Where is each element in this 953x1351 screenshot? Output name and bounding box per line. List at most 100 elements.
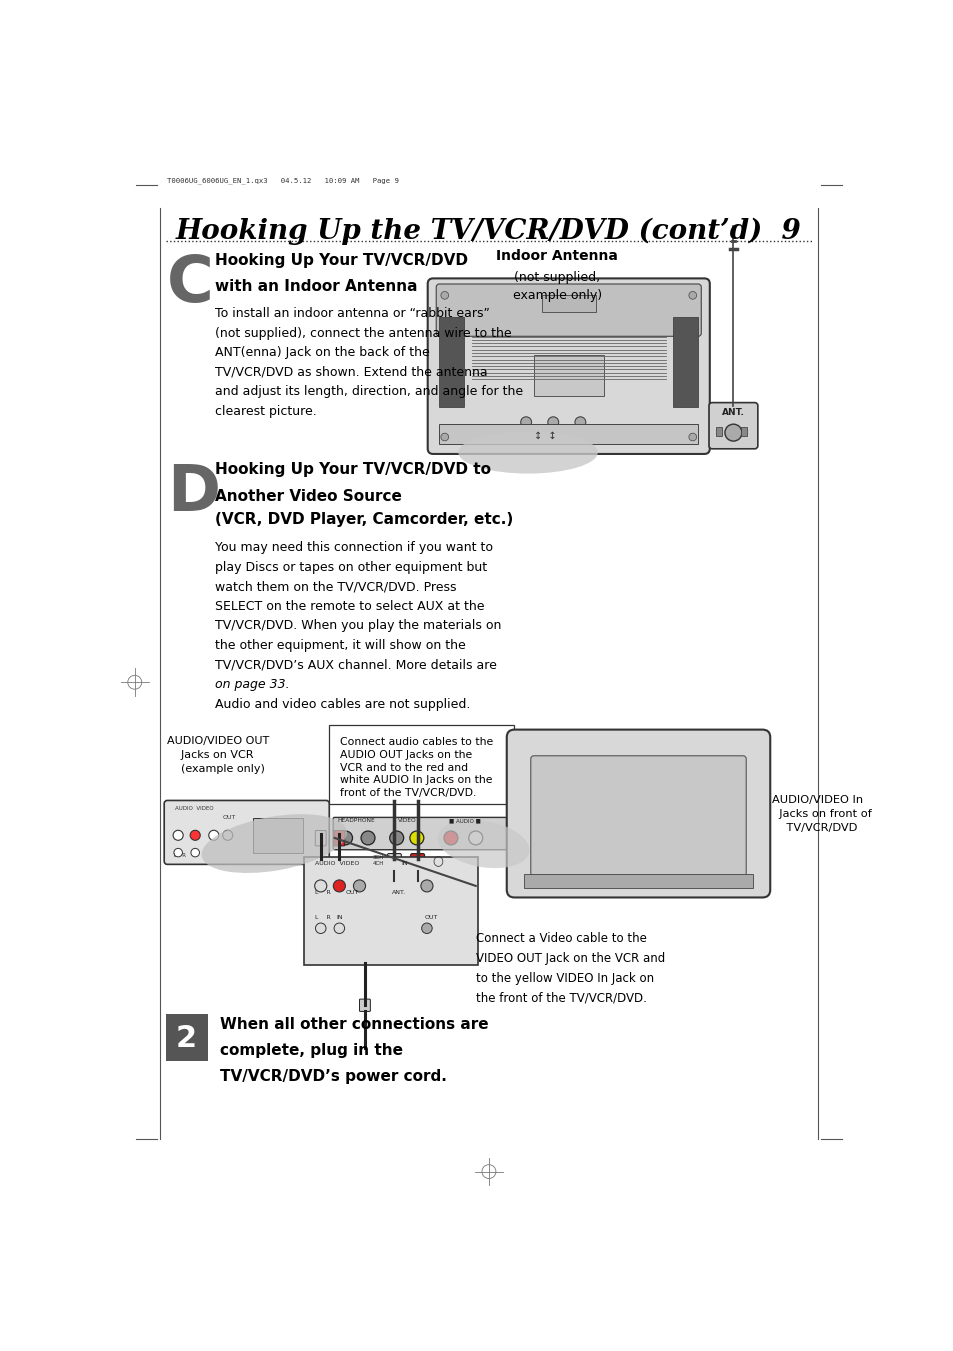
Text: example only): example only) — [512, 289, 601, 303]
Text: SELECT on the remote to select AUX at the: SELECT on the remote to select AUX at th… — [215, 600, 484, 613]
Text: To install an indoor antenna or “rabbit ears”: To install an indoor antenna or “rabbit … — [215, 307, 490, 320]
Text: Connect a Video cable to the: Connect a Video cable to the — [476, 932, 646, 946]
Text: Audio and video cables are not supplied.: Audio and video cables are not supplied. — [215, 698, 470, 711]
Text: ANT(enna) Jack on the back of the: ANT(enna) Jack on the back of the — [215, 346, 430, 359]
Circle shape — [209, 831, 218, 840]
Text: OUT: OUT — [424, 915, 437, 920]
Text: VIDEO: VIDEO — [397, 817, 416, 823]
FancyBboxPatch shape — [166, 1013, 208, 1062]
Text: IN: IN — [335, 915, 342, 920]
FancyBboxPatch shape — [410, 854, 424, 871]
Text: D: D — [167, 462, 220, 524]
FancyBboxPatch shape — [436, 284, 700, 336]
Text: IN: IN — [401, 861, 408, 866]
Text: TV/VCR/DVD. When you play the materials on: TV/VCR/DVD. When you play the materials … — [215, 620, 501, 632]
Ellipse shape — [457, 431, 598, 474]
Text: TV/VCR/DVD’s power cord.: TV/VCR/DVD’s power cord. — [220, 1069, 446, 1085]
Ellipse shape — [201, 815, 347, 873]
Circle shape — [222, 831, 233, 840]
Text: (not supplied), connect the antenna wire to the: (not supplied), connect the antenna wire… — [215, 327, 512, 339]
Text: AUDIO  VIDEO: AUDIO VIDEO — [174, 805, 213, 811]
Text: TV/VCR/DVD’s AUX channel. More details are: TV/VCR/DVD’s AUX channel. More details a… — [215, 659, 497, 671]
Text: When all other connections are: When all other connections are — [220, 1017, 488, 1032]
Text: L   R: L R — [174, 852, 186, 858]
Text: L    R: L R — [314, 889, 330, 894]
Bar — [253, 817, 303, 852]
Text: Hooking Up the TV/VCR/DVD (cont’d)  9: Hooking Up the TV/VCR/DVD (cont’d) 9 — [176, 218, 801, 245]
Bar — [673, 316, 698, 408]
FancyBboxPatch shape — [333, 817, 506, 850]
Text: clearest picture.: clearest picture. — [215, 405, 316, 417]
Circle shape — [547, 417, 558, 427]
Text: ■ AUDIO ■: ■ AUDIO ■ — [449, 817, 480, 823]
Circle shape — [315, 923, 326, 934]
Text: VCR and to the red and: VCR and to the red and — [340, 763, 468, 773]
Text: Hooking Up Your TV/VCR/DVD to: Hooking Up Your TV/VCR/DVD to — [215, 462, 491, 477]
Circle shape — [440, 434, 448, 440]
Text: Another Video Source: Another Video Source — [215, 489, 402, 504]
Circle shape — [421, 923, 432, 934]
Text: on page 33.: on page 33. — [215, 678, 290, 692]
Text: white AUDIO In Jacks on the: white AUDIO In Jacks on the — [340, 775, 492, 785]
Text: OUT: OUT — [223, 815, 236, 820]
Circle shape — [390, 831, 403, 844]
Text: AUDIO OUT Jacks on the: AUDIO OUT Jacks on the — [340, 750, 472, 761]
Text: front of the TV/VCR/DVD.: front of the TV/VCR/DVD. — [340, 788, 476, 798]
Text: AUDIO/VIDEO In
  Jacks on front of
    TV/VCR/DVD: AUDIO/VIDEO In Jacks on front of TV/VCR/… — [771, 794, 871, 832]
Text: play Discs or tapes on other equipment but: play Discs or tapes on other equipment b… — [215, 561, 487, 574]
FancyBboxPatch shape — [506, 730, 769, 897]
Text: HEADPHONE: HEADPHONE — [337, 817, 375, 823]
Circle shape — [468, 831, 482, 844]
Circle shape — [334, 923, 344, 934]
Text: TV/VCR/DVD as shown. Extend the antenna: TV/VCR/DVD as shown. Extend the antenna — [215, 366, 488, 378]
FancyBboxPatch shape — [334, 831, 344, 846]
Bar — [439, 424, 698, 444]
Circle shape — [410, 831, 423, 844]
Circle shape — [520, 417, 531, 427]
Circle shape — [443, 831, 457, 844]
Text: You may need this connection if you want to: You may need this connection if you want… — [215, 540, 493, 554]
Bar — [439, 316, 464, 408]
FancyBboxPatch shape — [315, 831, 326, 846]
Text: ANT.: ANT. — [721, 408, 744, 417]
FancyBboxPatch shape — [427, 278, 709, 454]
Circle shape — [172, 831, 183, 840]
Circle shape — [575, 417, 585, 427]
Circle shape — [173, 848, 182, 857]
Circle shape — [190, 831, 200, 840]
FancyBboxPatch shape — [304, 857, 477, 965]
Circle shape — [353, 880, 365, 892]
Text: 2: 2 — [176, 1024, 197, 1052]
FancyBboxPatch shape — [359, 1000, 370, 1012]
Text: (VCR, DVD Player, Camcorder, etc.): (VCR, DVD Player, Camcorder, etc.) — [215, 512, 513, 527]
FancyBboxPatch shape — [530, 755, 745, 875]
Bar — [541, 295, 596, 312]
Circle shape — [191, 848, 199, 857]
Text: watch them on the TV/VCR/DVD. Press: watch them on the TV/VCR/DVD. Press — [215, 580, 456, 593]
Text: ○: ○ — [432, 855, 443, 869]
Text: C: C — [167, 253, 214, 315]
Text: L    R: L R — [314, 915, 330, 920]
Text: AUDIO  VIDEO: AUDIO VIDEO — [314, 861, 358, 866]
Text: complete, plug in the: complete, plug in the — [220, 1043, 402, 1058]
Text: ANT.: ANT. — [392, 889, 406, 894]
Circle shape — [360, 831, 375, 844]
Text: Connect audio cables to the: Connect audio cables to the — [340, 738, 493, 747]
Text: 3CH
4CH: 3CH 4CH — [373, 855, 384, 866]
Bar — [523, 874, 753, 888]
FancyBboxPatch shape — [164, 800, 329, 865]
Text: AUDIO/VIDEO OUT
    Jacks on VCR
    (example only): AUDIO/VIDEO OUT Jacks on VCR (example on… — [167, 736, 270, 774]
Text: Indoor Antenna: Indoor Antenna — [496, 249, 618, 263]
Circle shape — [724, 424, 741, 442]
FancyBboxPatch shape — [329, 725, 513, 804]
Text: Hooking Up Your TV/VCR/DVD: Hooking Up Your TV/VCR/DVD — [215, 253, 468, 267]
Circle shape — [440, 292, 448, 299]
Text: and adjust its length, direction, and angle for the: and adjust its length, direction, and an… — [215, 385, 523, 399]
Bar — [534, 354, 603, 396]
FancyBboxPatch shape — [708, 403, 757, 449]
Text: OUT: OUT — [345, 889, 358, 894]
Circle shape — [338, 831, 353, 844]
Text: to the yellow VIDEO In Jack on: to the yellow VIDEO In Jack on — [476, 971, 653, 985]
Bar — [740, 427, 746, 436]
Text: (not supplied,: (not supplied, — [514, 270, 599, 284]
